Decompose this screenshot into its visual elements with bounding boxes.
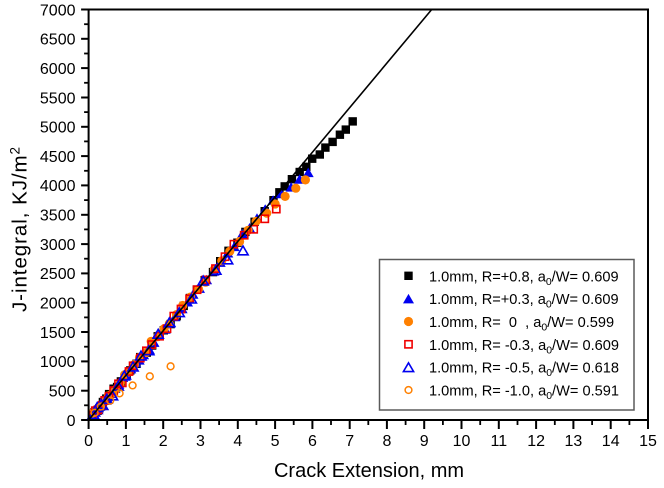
svg-text:Crack Extension, mm: Crack Extension, mm: [274, 460, 464, 482]
svg-text:4500: 4500: [40, 149, 76, 166]
svg-text:11: 11: [490, 433, 507, 450]
svg-text:1000: 1000: [40, 354, 76, 371]
svg-text:3500: 3500: [40, 208, 76, 225]
svg-text:2500: 2500: [40, 266, 76, 283]
svg-text:5500: 5500: [40, 90, 76, 107]
svg-text:1: 1: [121, 433, 130, 450]
svg-text:6000: 6000: [40, 61, 76, 78]
svg-text:1500: 1500: [40, 325, 76, 342]
svg-text:1.0mm, R= -0.3, a0/W= 0.609: 1.0mm, R= -0.3, a0/W= 0.609: [429, 338, 619, 357]
svg-text:14: 14: [602, 433, 620, 450]
svg-text:2000: 2000: [40, 296, 76, 313]
svg-text:1.0mm, R= -0.5, a0/W= 0.618: 1.0mm, R= -0.5, a0/W= 0.618: [429, 361, 619, 380]
svg-text:3000: 3000: [40, 237, 76, 254]
svg-text:J-integral, KJ/m2: J-integral, KJ/m2: [8, 146, 32, 312]
svg-text:1.0mm, R= 0 , a0/W= 0.599: 1.0mm, R= 0 , a0/W= 0.599: [429, 315, 614, 334]
svg-text:13: 13: [565, 433, 583, 450]
svg-text:9: 9: [420, 433, 429, 450]
svg-text:7000: 7000: [40, 2, 76, 19]
svg-text:4000: 4000: [40, 178, 76, 195]
svg-text:8: 8: [382, 433, 391, 450]
svg-text:1.0mm, R=+0.3, a0/W= 0.609: 1.0mm, R=+0.3, a0/W= 0.609: [429, 292, 619, 311]
svg-text:7: 7: [345, 433, 354, 450]
svg-text:0: 0: [67, 413, 76, 430]
svg-text:5: 5: [271, 433, 280, 450]
svg-text:1.0mm, R=+0.8, a0/W= 0.609: 1.0mm, R=+0.8, a0/W= 0.609: [429, 269, 619, 288]
svg-text:3: 3: [196, 433, 205, 450]
svg-text:2: 2: [159, 433, 168, 450]
svg-text:5000: 5000: [40, 120, 76, 137]
svg-text:10: 10: [453, 433, 471, 450]
svg-text:12: 12: [527, 433, 545, 450]
svg-text:4: 4: [233, 433, 242, 450]
svg-text:500: 500: [49, 384, 76, 401]
svg-text:6500: 6500: [40, 32, 76, 49]
svg-text:0: 0: [84, 433, 93, 450]
svg-text:1.0mm, R= -1.0, a0/W= 0.591: 1.0mm, R= -1.0, a0/W= 0.591: [429, 384, 619, 403]
svg-text:15: 15: [639, 433, 657, 450]
svg-text:6: 6: [308, 433, 317, 450]
